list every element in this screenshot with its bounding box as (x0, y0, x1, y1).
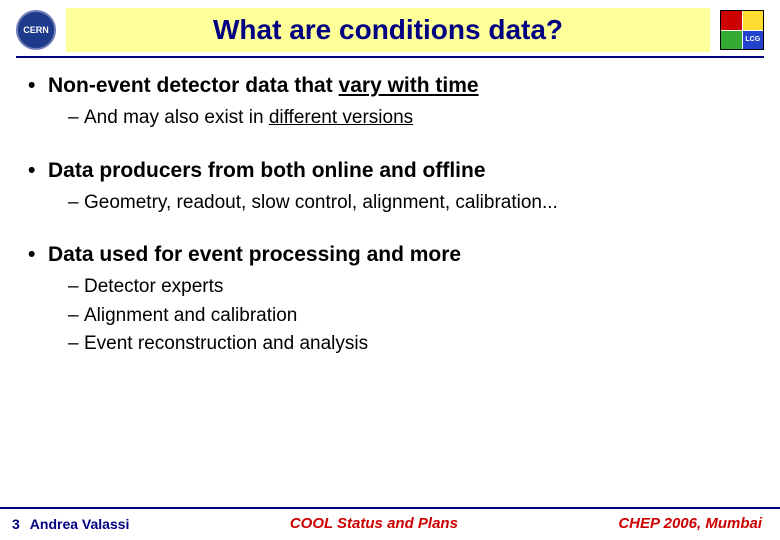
sub-item: And may also exist in different versions (68, 104, 752, 133)
bullet-list: Non-event detector data that vary with t… (28, 74, 752, 359)
footer-author: Andrea Valassi (30, 516, 130, 532)
lcg-logo-text: LCG (743, 31, 764, 50)
bullet-main-text: Data producers from both online and offl… (28, 159, 752, 183)
bullet-main-text: Data used for event processing and more (28, 243, 752, 267)
sub-item: Event reconstruction and analysis (68, 330, 752, 359)
bullet-main-text: Non-event detector data that vary with t… (28, 74, 752, 98)
cern-logo-text: CERN (23, 25, 49, 35)
bullet-item: Data producers from both online and offl… (28, 159, 752, 218)
title-bar: What are conditions data? (66, 8, 710, 52)
sub-list: And may also exist in different versions (68, 104, 752, 133)
header-divider (16, 56, 764, 58)
bullet-item: Data used for event processing and more … (28, 243, 752, 359)
lcg-logo: LCG (720, 10, 764, 50)
footer-left: 3 Andrea Valassi (12, 516, 129, 532)
sub-item: Alignment and calibration (68, 302, 752, 331)
sub-list: Geometry, readout, slow control, alignme… (68, 189, 752, 218)
slide-header: CERN What are conditions data? LCG (0, 0, 780, 56)
sub-item: Detector experts (68, 273, 752, 302)
slide-content: Non-event detector data that vary with t… (0, 74, 780, 359)
bullet-item: Non-event detector data that vary with t… (28, 74, 752, 133)
sub-list: Detector experts Alignment and calibrati… (68, 273, 752, 359)
page-number: 3 (12, 516, 20, 532)
slide-footer: 3 Andrea Valassi COOL Status and Plans C… (0, 507, 780, 540)
footer-center: COOL Status and Plans (290, 515, 458, 532)
sub-item: Geometry, readout, slow control, alignme… (68, 189, 752, 218)
cern-logo: CERN (16, 10, 56, 50)
slide-title: What are conditions data? (76, 14, 700, 46)
footer-right: CHEP 2006, Mumbai (618, 515, 762, 532)
